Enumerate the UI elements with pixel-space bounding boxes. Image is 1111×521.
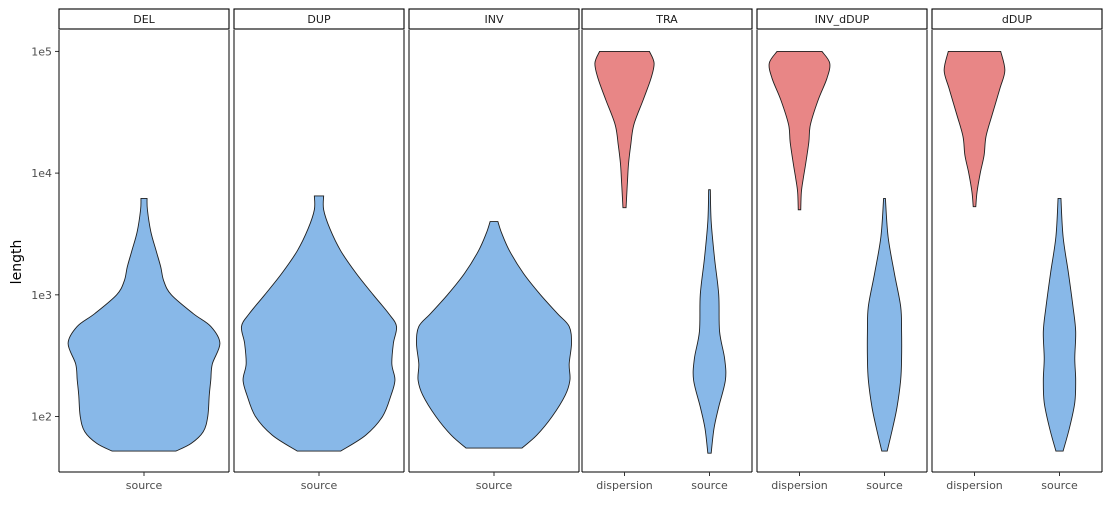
x-tick-label: source <box>301 479 338 492</box>
strip-label: DUP <box>307 13 331 26</box>
strip-label: TRA <box>655 13 678 26</box>
strip-label: INV_dDUP <box>815 13 870 26</box>
violin-dispersion <box>943 50 1006 208</box>
strip-label: dDUP <box>1002 13 1033 26</box>
violin-source <box>416 221 572 449</box>
x-tick-label: source <box>866 479 903 492</box>
violin-source <box>67 197 221 452</box>
x-tick-label: source <box>691 479 728 492</box>
panel-inv: INV source <box>408 8 580 492</box>
violin-source <box>1042 197 1077 452</box>
strip-box <box>233 8 405 30</box>
x-tick-label: dispersion <box>771 479 828 492</box>
violin-source <box>866 197 903 452</box>
panel-del: DEL source <box>58 8 230 492</box>
y-tick-label: 1e3 <box>31 289 52 302</box>
strip-label: DEL <box>133 13 155 26</box>
y-tick-label: 1e5 <box>31 45 52 58</box>
x-tick-label: dispersion <box>946 479 1003 492</box>
y-tick-label: 1e2 <box>31 411 52 424</box>
y-axis-title: length <box>9 240 25 285</box>
violin-dispersion <box>594 50 655 209</box>
strip-box <box>581 8 753 30</box>
x-tick-label: source <box>476 479 513 492</box>
y-tick-label: 1e4 <box>31 167 52 180</box>
x-tick-label: source <box>1041 479 1078 492</box>
violin-source <box>692 189 727 454</box>
strip-box <box>408 8 580 30</box>
violin-source <box>240 195 398 452</box>
strip-box <box>756 8 928 30</box>
panel-tra: TRA dispersion source <box>581 8 753 492</box>
x-tick-label: dispersion <box>596 479 653 492</box>
panels: DEL source DUP source INV source TRA dispersion… <box>58 8 1103 492</box>
panel-ddup: dDUP dispersion source <box>931 8 1103 492</box>
strip-label: INV <box>485 13 504 26</box>
panel-inv-ddup: INV_dDUP dispersion source <box>756 8 928 492</box>
strip-box <box>58 8 230 30</box>
strip-box <box>931 8 1103 30</box>
y-axis: 1e2 1e3 1e4 1e5 <box>31 30 60 472</box>
panel-dup: DUP source <box>233 8 405 492</box>
violin-dispersion <box>768 50 831 211</box>
x-tick-label: source <box>126 479 163 492</box>
